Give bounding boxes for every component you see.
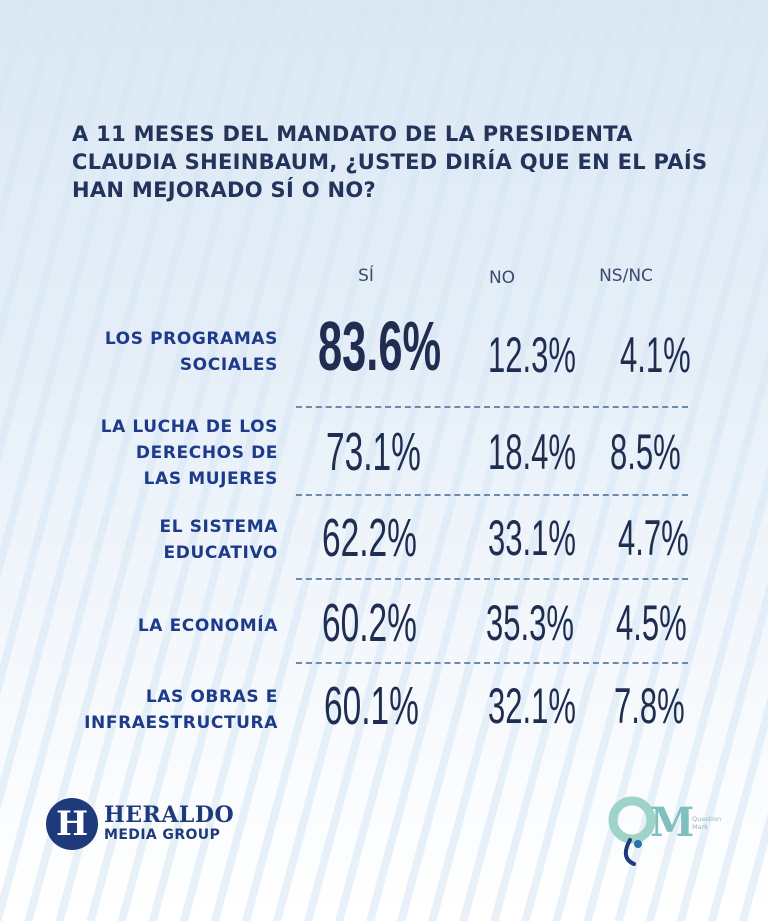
column-header-si: SÍ (358, 266, 374, 286)
heraldo-logo-subtext: MEDIA GROUP (104, 827, 221, 843)
qm-q-tail (623, 838, 636, 866)
value-no-economia: 35.3% (486, 595, 574, 651)
value-no-programas-sociales: 12.3% (488, 327, 576, 383)
value-no-obras-infraestructura: 32.1% (488, 678, 576, 734)
value-si-programas-sociales: 83.6% (318, 307, 442, 385)
row-divider (296, 406, 688, 408)
value-nsnc-derechos-mujeres: 8.5% (610, 424, 681, 480)
row-label-line: DERECHOS DE (135, 443, 278, 463)
row-label-line: SOCIALES (179, 355, 278, 375)
qm-dot (634, 840, 642, 848)
value-nsnc-obras-infraestructura: 7.8% (614, 678, 685, 734)
row-label-line: INFRAESTRUCTURA (84, 713, 278, 733)
value-si-sistema-educativo: 62.2% (322, 508, 417, 568)
value-no-sistema-educativo: 33.1% (488, 510, 576, 566)
row-divider (296, 494, 688, 496)
row-label-sistema-educativo: EL SISTEMA EDUCATIVO (38, 514, 278, 566)
row-label-line: LAS OBRAS E (145, 687, 278, 707)
value-nsnc-sistema-educativo: 4.7% (618, 510, 689, 566)
value-si-derechos-mujeres: 73.1% (326, 422, 421, 482)
qm-sub2: Mark (692, 823, 708, 831)
chart-title: A 11 MESES DEL MANDATO DE LA PRESIDENTA … (72, 122, 708, 202)
row-label-line: LAS MUJERES (143, 469, 278, 489)
row-label-obras-infraestructura: LAS OBRAS E INFRAESTRUCTURA (38, 684, 278, 736)
heraldo-logo-icon: H (46, 798, 98, 850)
row-label-economia: LA ECONOMÍA (38, 613, 278, 639)
qm-sub1: Question (692, 815, 721, 823)
heraldo-logo-text: HERALDO (104, 802, 235, 828)
row-divider (296, 578, 688, 580)
row-divider (296, 662, 688, 664)
row-label-derechos-mujeres: LA LUCHA DE LOS DERECHOS DE LAS MUJERES (38, 414, 278, 492)
value-nsnc-economia: 4.5% (616, 595, 687, 651)
row-label-line: LA LUCHA DE LOS (100, 417, 278, 437)
qm-m-letter: M (650, 799, 694, 846)
row-label-line: EL SISTEMA (159, 517, 278, 537)
value-nsnc-programas-sociales: 4.1% (620, 327, 691, 383)
value-si-economia: 60.2% (322, 593, 417, 653)
row-label-line: LA ECONOMÍA (137, 616, 278, 636)
row-label-line: LOS PROGRAMAS (104, 329, 278, 349)
value-no-derechos-mujeres: 18.4% (488, 424, 576, 480)
question-mark-logo: M Question Mark (608, 796, 721, 866)
row-label-line: EDUCATIVO (163, 543, 278, 563)
qm-q-ring (608, 796, 656, 844)
row-label-programas-sociales: LOS PROGRAMAS SOCIALES (38, 326, 278, 378)
value-si-obras-infraestructura: 60.1% (324, 676, 419, 736)
column-header-no: NO (488, 268, 516, 288)
column-header-nsnc: NS/NC (599, 266, 653, 286)
